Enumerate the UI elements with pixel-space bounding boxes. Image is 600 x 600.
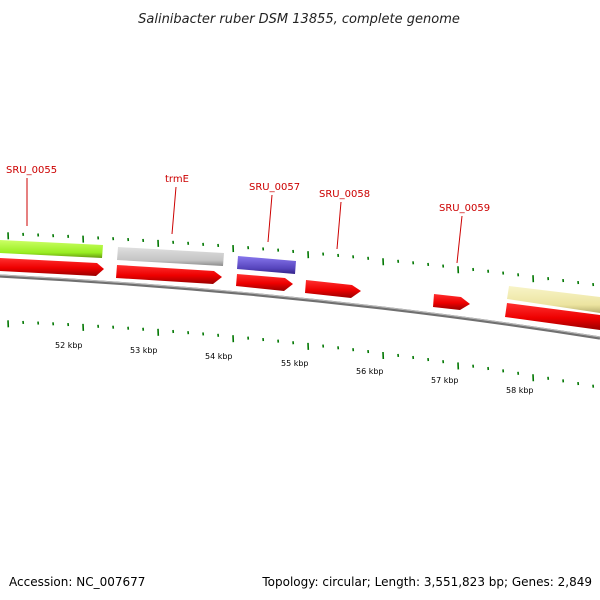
cds-track (0, 258, 600, 330)
feature-sru-0057-outer[interactable] (237, 256, 296, 274)
gene-label-sru-0059[interactable]: SRU_0059 (439, 203, 490, 264)
kbp-label-56: 56 kbp (356, 367, 384, 376)
feature-sru-0060-outer[interactable] (507, 286, 600, 313)
feature-trme-outer[interactable] (117, 247, 224, 266)
gene-labels: SRU_0055 trmE SRU_0057 SRU_0058 SRU_0059 (6, 165, 490, 264)
svg-text:SRU_0059: SRU_0059 (439, 203, 490, 214)
cds-sru-0060[interactable] (505, 303, 600, 330)
gene-label-sru-0058[interactable]: SRU_0058 (319, 189, 370, 250)
genome-backbone (0, 274, 600, 340)
cds-sru-0058[interactable] (305, 280, 361, 298)
genome-summary-text: Topology: circular; Length: 3,551,823 bp… (261, 575, 592, 589)
kbp-labels: 52 kbp 53 kbp 54 kbp 55 kbp 56 kbp 57 kb… (55, 341, 534, 395)
outer-feature-track (0, 240, 600, 313)
cds-trme[interactable] (116, 265, 222, 284)
map-title: Salinibacter ruber DSM 13855, complete g… (138, 12, 460, 27)
accession-text: Accession: NC_007677 (9, 575, 145, 589)
outer-tick-ring (7, 232, 595, 287)
inner-tick-ring (7, 320, 595, 388)
svg-text:SRU_0055: SRU_0055 (6, 165, 57, 176)
kbp-label-58: 58 kbp (506, 386, 534, 395)
svg-text:trmE: trmE (165, 174, 189, 185)
kbp-label-52: 52 kbp (55, 341, 83, 350)
kbp-label-53: 53 kbp (130, 346, 158, 355)
svg-text:SRU_0057: SRU_0057 (249, 182, 300, 193)
gene-label-trme[interactable]: trmE (165, 174, 189, 235)
kbp-label-54: 54 kbp (205, 352, 233, 361)
genome-backbone-highlight (0, 274, 600, 338)
feature-sru-0055-outer[interactable] (0, 240, 103, 258)
cds-sru-0057[interactable] (236, 274, 293, 291)
svg-text:SRU_0058: SRU_0058 (319, 189, 370, 200)
gene-label-sru-0055[interactable]: SRU_0055 (6, 165, 57, 226)
kbp-label-57: 57 kbp (431, 376, 459, 385)
cds-sru-0055[interactable] (0, 258, 104, 276)
cds-sru-0059[interactable] (433, 294, 470, 310)
kbp-label-55: 55 kbp (281, 359, 309, 368)
gene-label-sru-0057[interactable]: SRU_0057 (249, 182, 300, 243)
